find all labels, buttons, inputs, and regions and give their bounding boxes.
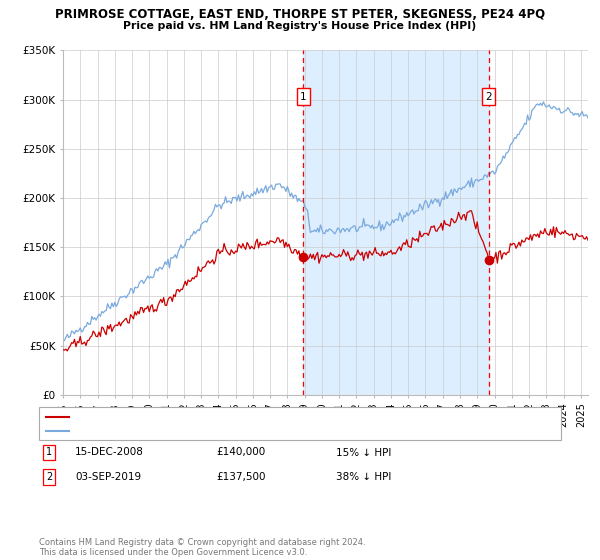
Text: PRIMROSE COTTAGE, EAST END, THORPE ST PETER, SKEGNESS, PE24 4PQ (detached ho: PRIMROSE COTTAGE, EAST END, THORPE ST PE… bbox=[72, 412, 487, 421]
Text: PRIMROSE COTTAGE, EAST END, THORPE ST PETER, SKEGNESS, PE24 4PQ: PRIMROSE COTTAGE, EAST END, THORPE ST PE… bbox=[55, 8, 545, 21]
Bar bbox=[303, 50, 489, 395]
Text: 15% ↓ HPI: 15% ↓ HPI bbox=[336, 447, 391, 458]
Text: HPI: Average price, detached house, East Lindsey: HPI: Average price, detached house, East… bbox=[72, 427, 308, 436]
Text: 03-SEP-2019: 03-SEP-2019 bbox=[75, 472, 141, 482]
Text: 1: 1 bbox=[300, 92, 307, 102]
Text: £137,500: £137,500 bbox=[216, 472, 265, 482]
Text: 2: 2 bbox=[485, 92, 492, 102]
Text: £140,000: £140,000 bbox=[216, 447, 265, 458]
Text: 1: 1 bbox=[46, 447, 52, 458]
Text: Price paid vs. HM Land Registry's House Price Index (HPI): Price paid vs. HM Land Registry's House … bbox=[124, 21, 476, 31]
Text: 38% ↓ HPI: 38% ↓ HPI bbox=[336, 472, 391, 482]
Text: 2: 2 bbox=[46, 472, 52, 482]
Text: Contains HM Land Registry data © Crown copyright and database right 2024.
This d: Contains HM Land Registry data © Crown c… bbox=[39, 538, 365, 557]
Text: 15-DEC-2008: 15-DEC-2008 bbox=[75, 447, 144, 458]
